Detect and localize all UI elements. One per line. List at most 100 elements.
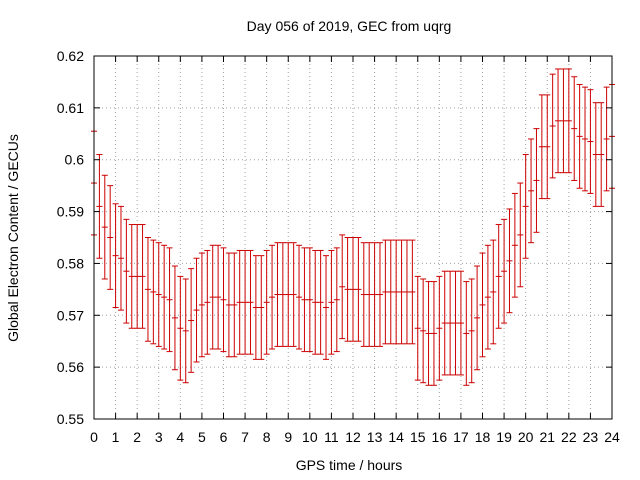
error-bar-point — [296, 244, 303, 350]
error-bar-point — [571, 76, 578, 181]
x-axis-label: GPS time / hours — [296, 457, 403, 473]
y-tick-label: 0.61 — [57, 100, 84, 116]
error-bar-point — [96, 154, 103, 259]
x-tick-label: 17 — [453, 429, 469, 445]
error-bar-point — [139, 224, 146, 329]
error-bar-point — [555, 68, 562, 174]
x-axis-ticks: 0 1 2 3 4 5 6 7 8 9 10 11 12 13 14 15 16 17 18 19 20 21 22 23 24 — [90, 56, 620, 445]
error-bar-point — [387, 239, 394, 345]
error-bar-point — [549, 73, 556, 179]
x-tick-label: 6 — [220, 429, 228, 445]
error-bar-point — [144, 237, 151, 342]
error-bar-point — [533, 128, 540, 233]
error-bar-point — [123, 218, 130, 324]
error-bar-point — [560, 68, 567, 174]
error-bar-point — [522, 154, 529, 259]
error-bar-point — [107, 185, 114, 290]
x-tick-label: 0 — [90, 429, 98, 445]
error-bar-point — [215, 244, 222, 350]
error-bar-point — [290, 242, 297, 347]
error-bar-point — [344, 237, 351, 342]
x-tick-label: 7 — [241, 429, 249, 445]
y-tick-label: 0.59 — [57, 204, 84, 220]
x-tick-label: 8 — [263, 429, 271, 445]
error-bar-point — [177, 275, 184, 381]
error-bar-point — [231, 252, 238, 358]
error-bar-point — [242, 249, 249, 355]
error-bar-point — [506, 208, 513, 314]
error-bar-point — [511, 192, 518, 298]
error-bar-point — [587, 89, 594, 194]
error-bar-point — [166, 247, 173, 353]
error-bar-point — [517, 182, 524, 288]
error-bar-point — [479, 252, 486, 358]
error-bar-point — [360, 242, 367, 347]
y-tick-label: 0.58 — [57, 255, 84, 271]
error-bar-point — [382, 239, 389, 345]
x-tick-label: 3 — [155, 429, 163, 445]
error-bar-point — [198, 252, 205, 358]
error-bar-point — [317, 249, 324, 355]
error-bar-point — [171, 265, 178, 371]
error-bar-point — [279, 242, 286, 347]
error-bar-point — [484, 244, 491, 350]
error-bar-point — [150, 239, 157, 345]
error-bar-point — [468, 278, 475, 384]
x-tick-label: 14 — [388, 429, 404, 445]
error-bar-point — [252, 255, 259, 360]
x-tick-label: 16 — [432, 429, 448, 445]
x-tick-label: 24 — [604, 429, 620, 445]
error-bar-point — [436, 275, 443, 381]
error-bar-point — [209, 244, 216, 350]
error-bar-point — [333, 247, 340, 353]
x-tick-label: 4 — [176, 429, 184, 445]
y-tick-label: 0.55 — [57, 411, 84, 427]
error-bar-point — [339, 234, 346, 340]
error-bars — [91, 68, 615, 386]
error-bar-point — [312, 249, 319, 355]
x-tick-label: 5 — [198, 429, 206, 445]
error-bar-point — [598, 102, 605, 207]
y-axis-ticks: 0.55 0.56 0.57 0.58 0.59 0.6 0.61 0.62 — [57, 48, 612, 427]
error-bar-point — [376, 242, 383, 347]
error-bar-point — [247, 249, 254, 355]
error-bar-point — [155, 242, 162, 347]
y-tick-label: 0.56 — [57, 359, 84, 375]
error-bar-point — [220, 247, 227, 353]
error-bar-point — [463, 281, 470, 386]
error-bar-point — [285, 242, 292, 347]
x-tick-label: 15 — [410, 429, 426, 445]
error-bar-point — [225, 252, 232, 358]
error-bar-point — [409, 239, 416, 345]
x-tick-label: 18 — [475, 429, 491, 445]
error-bar-point — [204, 249, 211, 355]
error-bar-point — [236, 249, 243, 355]
error-bar-point — [582, 86, 589, 192]
error-bar-point — [495, 224, 502, 329]
y-tick-label: 0.62 — [57, 48, 84, 64]
x-tick-label: 20 — [518, 429, 534, 445]
x-tick-label: 12 — [345, 429, 361, 445]
error-bar-point — [188, 268, 195, 373]
error-bar-point — [274, 242, 281, 347]
error-bar-point — [565, 68, 572, 174]
error-bar-point — [501, 218, 508, 324]
error-bar-point — [355, 237, 362, 342]
error-bar-point — [306, 247, 313, 353]
y-axis-label: Global Electron Content / GECUs — [5, 134, 21, 342]
x-tick-label: 9 — [284, 429, 292, 445]
grid — [94, 56, 612, 419]
error-bar-point — [398, 239, 405, 345]
error-bar-point — [425, 281, 432, 386]
error-bar-point — [371, 242, 378, 347]
chart-title: Day 056 of 2019, GEC from uqrg — [247, 18, 452, 34]
error-bar-point — [323, 255, 330, 360]
error-bar-point — [441, 270, 448, 376]
x-tick-label: 10 — [302, 429, 318, 445]
error-bar-point — [193, 257, 200, 363]
error-bar-point — [269, 244, 276, 350]
error-bar-point — [301, 247, 308, 353]
error-bar-point — [447, 270, 454, 376]
error-bar-point — [538, 94, 545, 200]
